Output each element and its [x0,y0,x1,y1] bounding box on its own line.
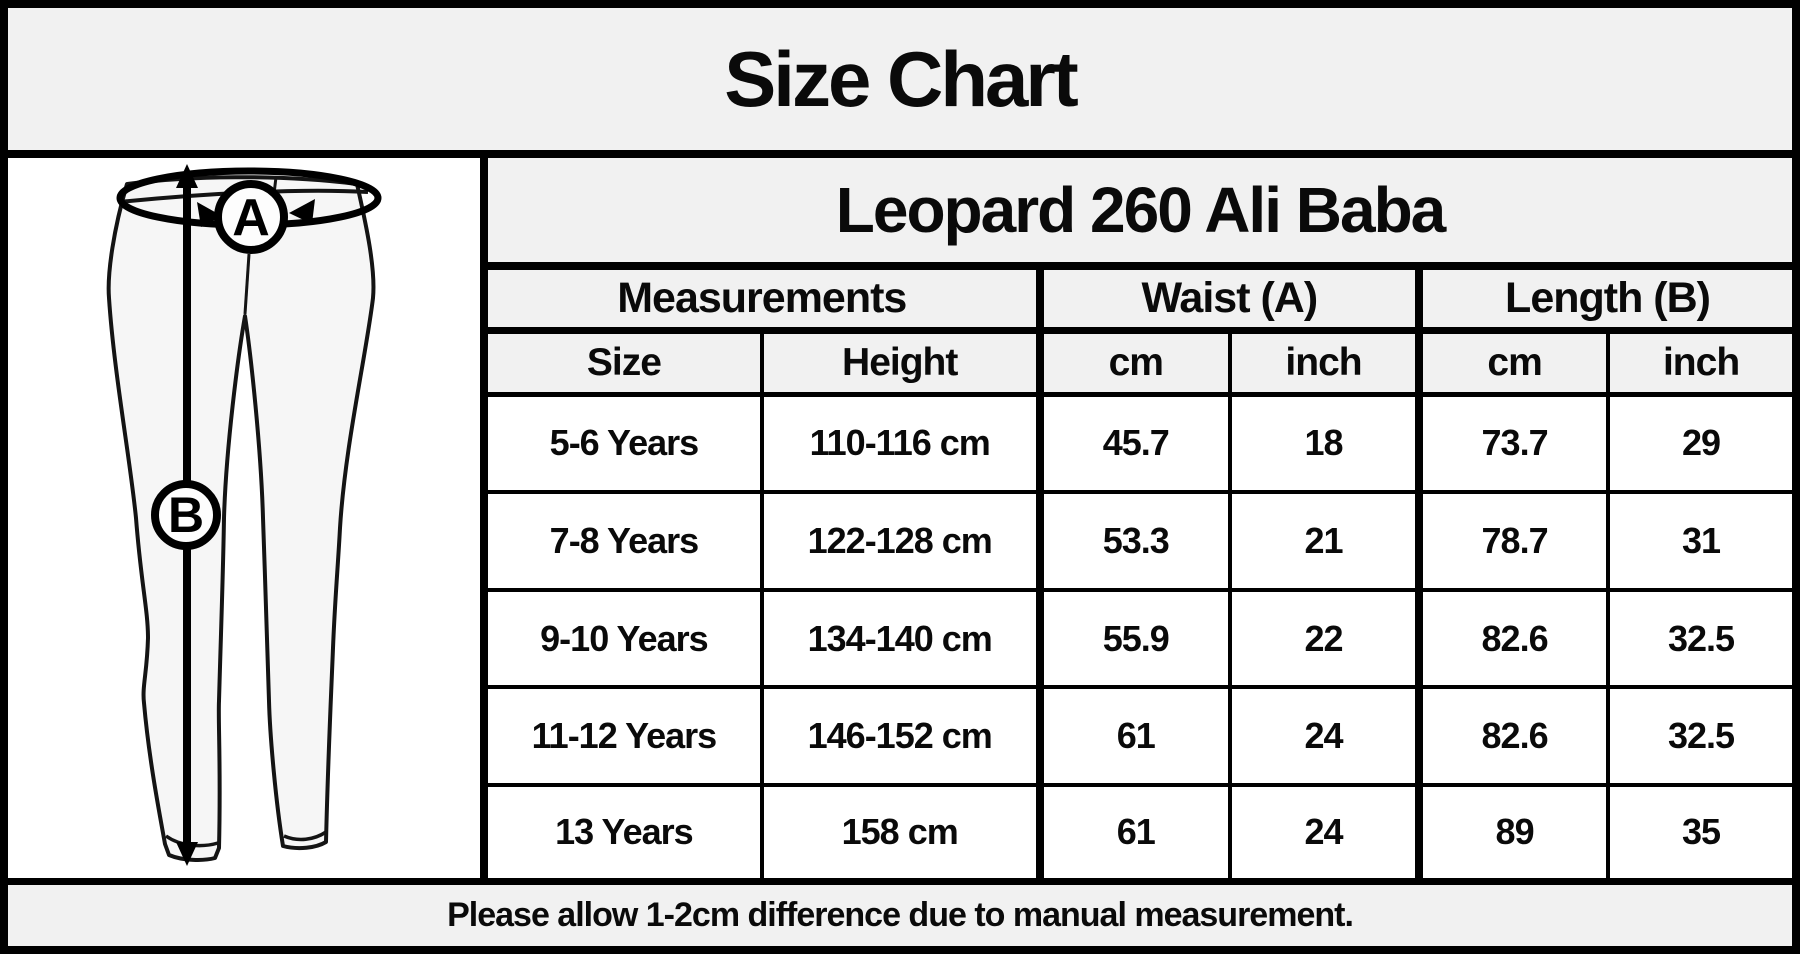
product-header-row: Leopard 260 Ali Baba [488,158,1792,270]
col-height: Height [759,328,1042,397]
table-row: 7-8 Years 122-128 cm 53.3 21 78.7 31 [488,490,1792,592]
cell-height: 146-152 cm [759,685,1042,787]
sub-header-row: Size Height cm inch cm inch [488,328,1792,397]
cell-length-cm: 73.7 [1415,391,1611,495]
col-group-measurements: Measurements [488,264,1042,334]
diagram-panel: A B [8,158,488,878]
cell-waist-cm: 55.9 [1035,587,1232,690]
cell-height: 134-140 cm [759,587,1042,690]
table-row: 9-10 Years 134-140 cm 55.9 22 82.6 32.5 [488,587,1792,690]
main-area: A B Leopard 260 Ali Baba [8,158,1792,878]
group-header-row: Measurements Waist (A) Length (B) [488,264,1792,334]
waist-marker: A [214,180,288,254]
cell-length-cm: 78.7 [1415,490,1611,592]
table-row: 5-6 Years 110-116 cm 45.7 18 73.7 29 [488,391,1792,495]
right-cuff-line [283,830,327,842]
title-bar: Size Chart [8,8,1792,158]
length-marker: B [151,480,221,550]
col-group-waist: Waist (A) [1035,264,1422,334]
cell-length-inch: 32.5 [1606,587,1792,690]
col-length-cm: cm [1415,328,1611,397]
col-waist-inch: inch [1227,328,1422,397]
cell-height: 158 cm [759,782,1042,878]
cell-waist-cm: 61 [1035,782,1232,878]
cell-waist-cm: 45.7 [1035,391,1232,495]
cell-waist-inch: 21 [1227,490,1422,592]
length-marker-label: B [168,487,204,543]
crotch-seam [243,253,251,315]
cell-waist-cm: 61 [1035,685,1232,787]
cell-size: 11-12 Years [488,685,764,787]
cell-waist-inch: 24 [1227,685,1422,787]
col-size: Size [488,328,764,397]
cell-length-inch: 31 [1606,490,1792,592]
size-table: Leopard 260 Ali Baba Measurements Waist … [488,158,1792,878]
cell-height: 122-128 cm [759,490,1042,592]
cell-waist-inch: 24 [1227,782,1422,878]
cell-size: 13 Years [488,782,764,878]
col-length-inch: inch [1606,328,1792,397]
cell-length-cm: 82.6 [1415,685,1611,787]
waist-marker-label: A [232,189,270,247]
cell-waist-cm: 53.3 [1035,490,1232,592]
cell-height: 110-116 cm [759,391,1042,495]
product-title: Leopard 260 Ali Baba [488,158,1792,270]
cell-size: 9-10 Years [488,587,764,690]
cell-length-cm: 82.6 [1415,587,1611,690]
cell-length-inch: 29 [1606,391,1792,495]
leggings-diagram: A B [106,164,382,866]
footer-note: Please allow 1-2cm difference due to man… [447,896,1354,934]
page-title: Size Chart [724,34,1078,123]
col-group-length: Length (B) [1415,264,1792,334]
size-table-panel: Leopard 260 Ali Baba Measurements Waist … [488,158,1792,878]
cell-length-cm: 89 [1415,782,1611,878]
cell-waist-inch: 18 [1227,391,1422,495]
cell-size: 5-6 Years [488,391,764,495]
footer-bar: Please allow 1-2cm difference due to man… [8,878,1792,946]
cell-length-inch: 32.5 [1606,685,1792,787]
cell-size: 7-8 Years [488,490,764,592]
table-row: 13 Years 158 cm 61 24 89 35 [488,782,1792,878]
leggings-outline [106,175,376,862]
col-waist-cm: cm [1035,328,1232,397]
cell-length-inch: 35 [1606,782,1792,878]
cell-waist-inch: 22 [1227,587,1422,690]
table-row: 11-12 Years 146-152 cm 61 24 82.6 32.5 [488,685,1792,787]
